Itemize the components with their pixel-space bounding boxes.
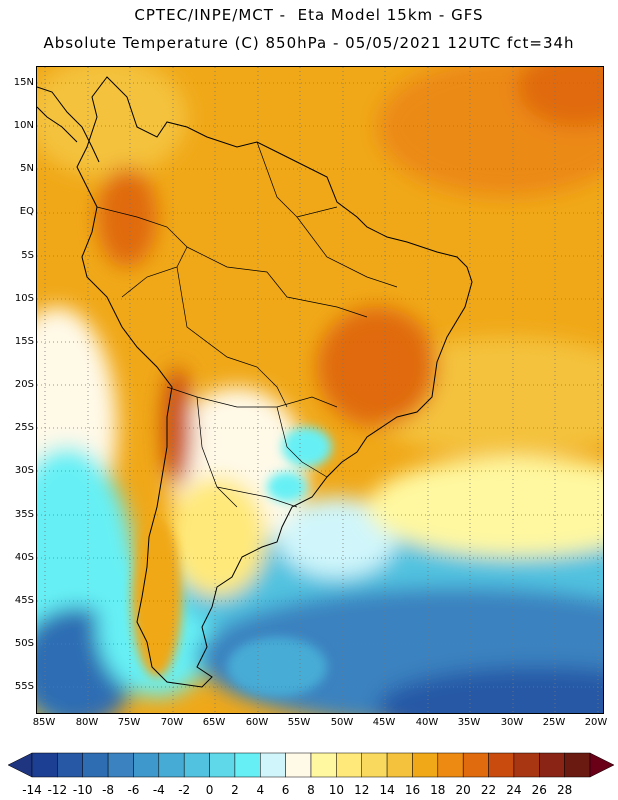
lon-label: 75W xyxy=(117,717,141,728)
colorbar-label: -6 xyxy=(127,783,140,797)
colorbar-swatch xyxy=(513,752,540,778)
colorbar-label: 22 xyxy=(480,783,497,797)
colorbar-swatch xyxy=(285,752,312,778)
lat-label: 10N xyxy=(13,120,34,131)
colorbar-label: -2 xyxy=(178,783,191,797)
country-borders xyxy=(96,141,398,508)
colorbar-label: 8 xyxy=(307,783,315,797)
colorbar-label: 2 xyxy=(231,783,239,797)
colorbar-swatch xyxy=(386,752,413,778)
lon-label: 85W xyxy=(32,717,56,728)
lon-label: 65W xyxy=(202,717,226,728)
chart-title-line2: Absolute Temperature (C) 850hPa - 05/05/… xyxy=(43,34,575,52)
lon-label: 50W xyxy=(330,717,354,728)
colorbar-swatch xyxy=(336,752,362,778)
lon-label: 40W xyxy=(415,717,439,728)
colorbar-swatch xyxy=(437,752,464,778)
chart-title-line1: CPTEC/INPE/MCT - Eta Model 15km - GFS xyxy=(134,6,484,24)
colorbar-label: -8 xyxy=(102,783,115,797)
colorbar-label: -10 xyxy=(72,783,93,797)
map-svg xyxy=(37,67,603,713)
temperature-detail xyxy=(132,427,332,697)
lon-label: 20W xyxy=(584,717,608,728)
lon-label: 60W xyxy=(245,717,269,728)
lon-label: 30W xyxy=(500,717,524,728)
colorbar-label: 26 xyxy=(531,783,547,797)
colorbar-swatch xyxy=(462,752,489,778)
colorbar-label: 20 xyxy=(455,783,471,797)
lat-label: 35S xyxy=(14,509,34,520)
colorbar-swatch xyxy=(310,752,337,778)
colorbar-swatch xyxy=(488,752,515,778)
lat-label: 15N xyxy=(13,77,34,88)
lat-label: 55S xyxy=(14,681,34,692)
lat-label: EQ xyxy=(19,206,34,217)
colorbar-label: 12 xyxy=(354,783,370,797)
colorbar-label: -12 xyxy=(47,783,68,797)
colorbar-label: -14 xyxy=(22,783,42,797)
colorbar-label: 10 xyxy=(328,783,344,797)
colorbar-swatch xyxy=(564,752,591,778)
lat-label: 15S xyxy=(14,336,34,347)
colorbar-swatch xyxy=(234,752,261,778)
lon-label: 35W xyxy=(457,717,481,728)
colorbar-swatch xyxy=(107,752,134,778)
colorbar-swatch xyxy=(57,752,83,778)
lon-label: 80W xyxy=(75,717,99,728)
lon-label: 45W xyxy=(372,717,396,728)
temperature-map xyxy=(36,66,604,714)
colorbar-label: -4 xyxy=(152,783,165,797)
lat-label: 5S xyxy=(21,250,34,261)
colorbar-label: 18 xyxy=(430,783,446,797)
lon-label: 70W xyxy=(160,717,184,728)
colorbar-label: 4 xyxy=(256,783,265,797)
colorbar-swatch xyxy=(209,752,236,778)
lat-label: 10S xyxy=(14,293,34,304)
colorbar-left-arrow xyxy=(7,752,33,778)
colorbar-swatch xyxy=(158,752,185,778)
lat-label: 25S xyxy=(14,422,34,433)
colorbar-swatch xyxy=(260,752,286,778)
colorbar-swatch xyxy=(133,752,160,778)
south-america-coastline xyxy=(76,76,473,688)
colorbar-swatch xyxy=(31,752,58,778)
colorbar-swatch xyxy=(183,752,210,778)
colorbar-label: 0 xyxy=(205,783,214,797)
colorbar-label: 6 xyxy=(281,783,290,797)
colorbar-label: 24 xyxy=(506,783,522,797)
lon-label: 55W xyxy=(287,717,311,728)
central-america-coastline xyxy=(37,86,100,163)
lat-label: 30S xyxy=(14,465,34,476)
lat-label: 40S xyxy=(14,552,34,563)
colorbar-swatch xyxy=(82,752,109,778)
colorbar-label: 16 xyxy=(404,783,421,797)
colorbar-label: 14 xyxy=(379,783,395,797)
colorbar-swatch xyxy=(539,752,565,778)
colorbar-swatch xyxy=(361,752,388,778)
colorbar-right-arrow xyxy=(589,752,615,778)
colorbar xyxy=(7,752,615,778)
colorbar-swatch xyxy=(412,752,439,778)
colorbar-label: 28 xyxy=(556,783,573,797)
lat-label: 50S xyxy=(14,638,34,649)
lat-label: 20S xyxy=(14,379,34,390)
lat-label: 5N xyxy=(20,163,34,174)
lon-label: 25W xyxy=(542,717,566,728)
lat-label: 45S xyxy=(14,595,34,606)
colorbar-swatches xyxy=(31,752,591,778)
